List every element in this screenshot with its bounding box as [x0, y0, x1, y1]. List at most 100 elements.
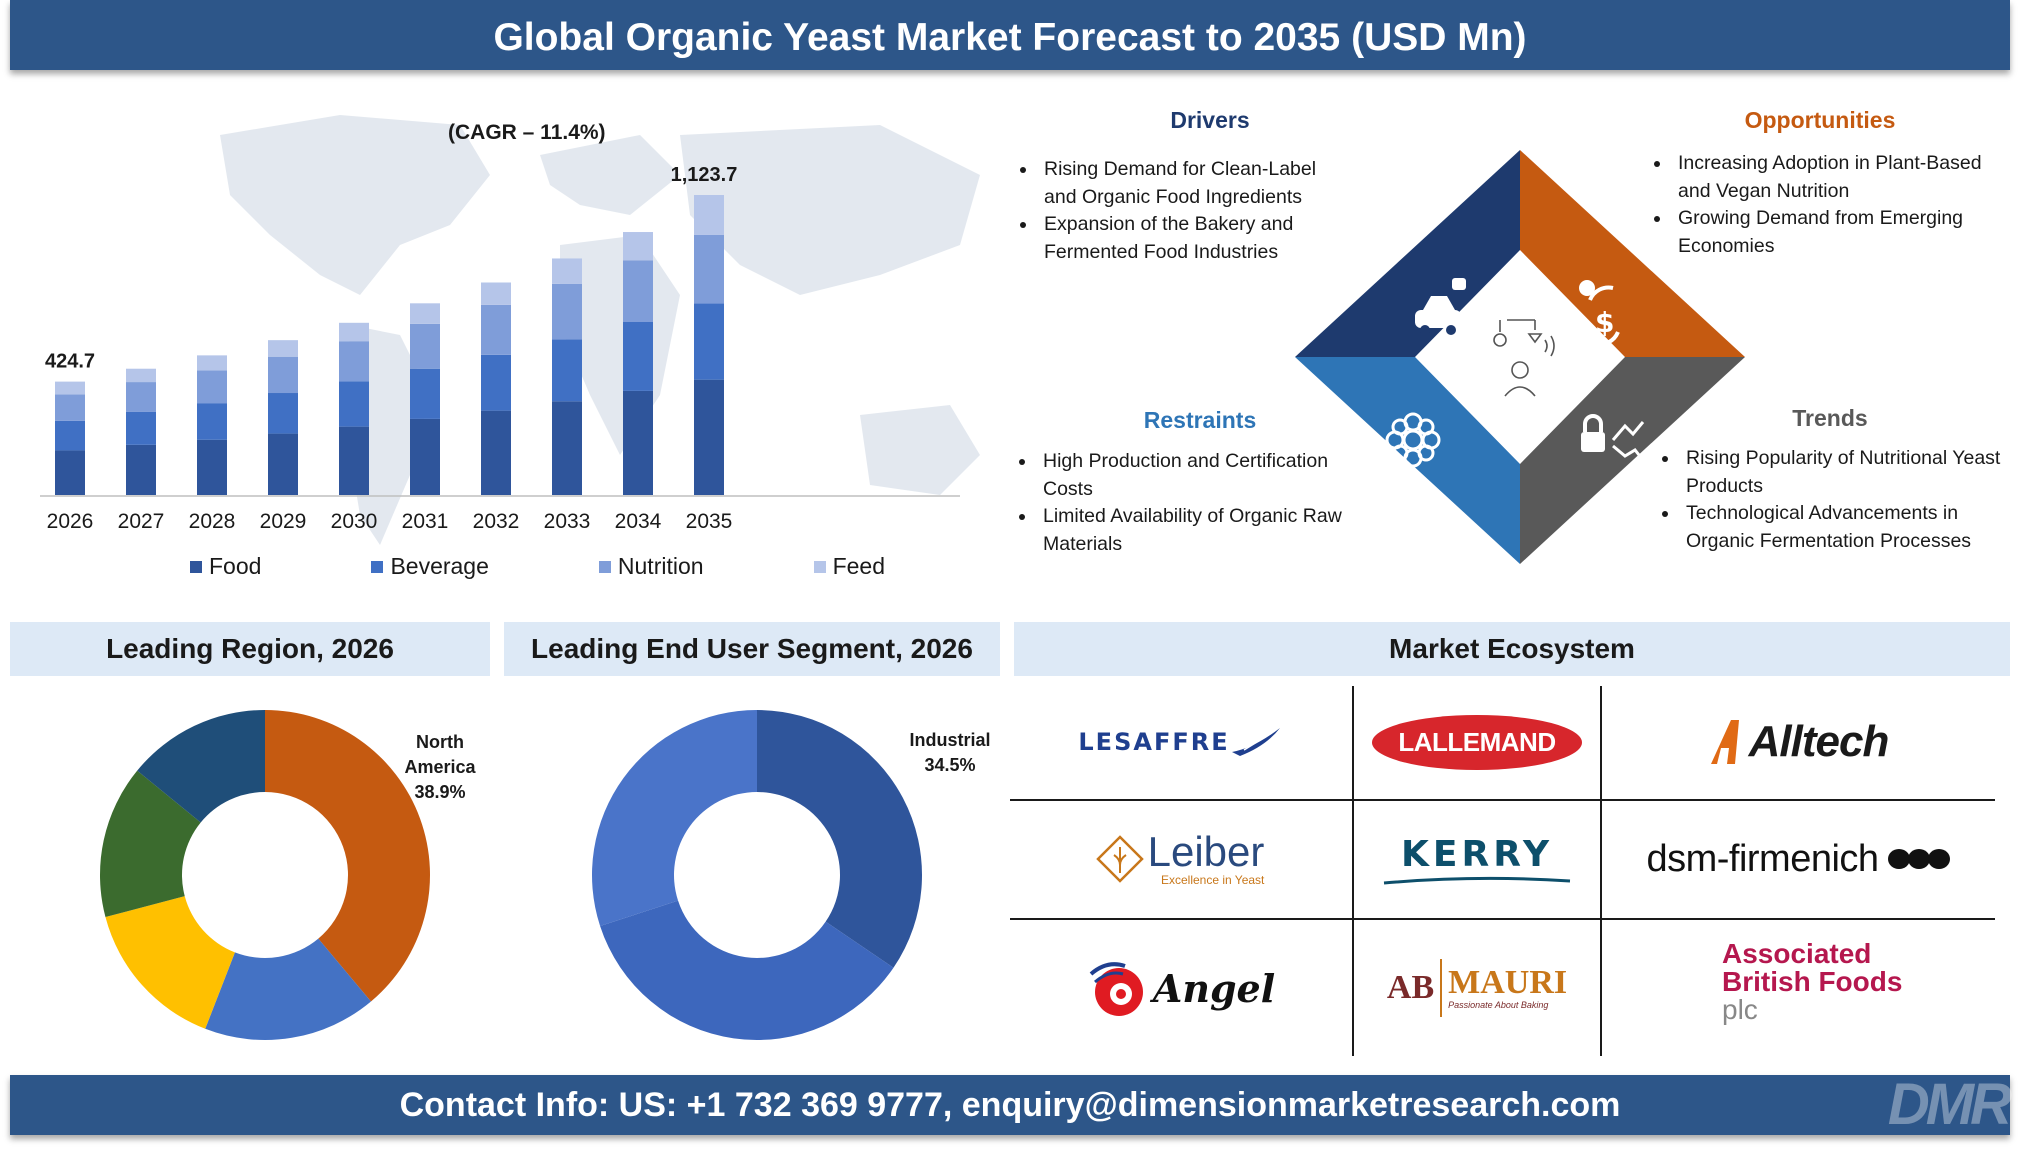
legend-swatch — [813, 560, 826, 573]
slice-value: 34.5% — [924, 755, 976, 775]
ab-text: AB — [1386, 969, 1435, 1006]
donut-slice — [600, 900, 894, 1040]
slice-name: North America — [404, 732, 476, 777]
bar-segment-food — [339, 426, 369, 495]
bar-data-label: 1,123.7 — [671, 164, 738, 186]
chart-legend: Food Beverage Nutrition Feed — [190, 553, 950, 580]
market-ecosystem-header: Market Ecosystem — [1014, 622, 2010, 676]
bar-segment-feed — [552, 258, 582, 284]
bar-segment-nutrition — [55, 394, 85, 421]
center-diamond — [1415, 250, 1625, 464]
donut-slice — [105, 896, 235, 1029]
bar-segment-beverage — [197, 403, 227, 440]
restraints-quadrant — [1295, 357, 1520, 564]
bar-segment-food — [694, 379, 724, 495]
leiber-logo: Leiber Excellence in Yeast — [1010, 801, 1350, 917]
donut-slice — [137, 710, 265, 823]
bar-segment-beverage — [481, 354, 511, 411]
bar-segment-food — [55, 450, 85, 495]
trends-title: Trends — [1792, 405, 1868, 431]
donut-slice — [205, 938, 371, 1040]
lesaffre-logo: LESAFFRE — [1010, 686, 1350, 798]
legend-label: Feed — [832, 553, 885, 579]
cagr-annotation: (CAGR – 11.4%) — [448, 121, 606, 144]
legend-feed: Feed — [813, 553, 885, 580]
leiber-tagline: Excellence in Yeast — [1160, 873, 1265, 887]
bar-segment-food — [481, 410, 511, 495]
opportunities-title: Opportunities — [1744, 107, 1896, 133]
dmr-logo: DMR — [1887, 1072, 2012, 1137]
x-tick-label: 2026 — [47, 510, 94, 533]
person-idea-icon — [1493, 319, 1555, 397]
bar-segment-nutrition — [268, 356, 298, 394]
legend-swatch — [371, 560, 384, 573]
legend-label: Nutrition — [617, 553, 704, 579]
bar-segment-nutrition — [623, 260, 653, 323]
slice-value: 38.9% — [414, 782, 466, 802]
x-tick-label: 2029 — [260, 510, 307, 533]
drivers-title: Drivers — [1170, 107, 1250, 133]
car-icon — [1415, 278, 1466, 335]
grid-line-vertical — [1352, 686, 1354, 1056]
bar-segment-nutrition — [481, 304, 511, 355]
list-item: Rising Demand for Clean-Label and Organi… — [1038, 156, 1338, 211]
bar-segment-nutrition — [694, 234, 724, 304]
ab-mauri-logo: AB MAURI Passionate About Baking — [1354, 920, 1600, 1056]
restraints-title: Restraints — [1143, 407, 1257, 433]
dsm-text: dsm-firmenich — [1646, 837, 1879, 880]
angel-swirl-icon — [1089, 962, 1143, 1016]
bar-segment-feed — [481, 282, 511, 305]
mauri-wordmark: MAURI Passionate About Baking — [1448, 966, 1567, 1011]
trends-list: Rising Popularity of Nutritional Yeast P… — [1650, 445, 2020, 555]
x-tick-label: 2033 — [544, 510, 591, 533]
list-item: Expansion of the Bakery and Fermented Fo… — [1038, 211, 1338, 266]
ab-mauri-divider — [1440, 959, 1443, 1017]
donut-slice — [100, 770, 201, 918]
bar-segment-food — [623, 390, 653, 495]
bar-segment-beverage — [339, 381, 369, 427]
grid-line-horizontal — [1010, 799, 1995, 801]
kerry-swoosh — [1383, 876, 1571, 884]
grid-line-vertical — [1600, 686, 1602, 1056]
dsm-firmenich-logo: dsm-firmenich — [1602, 801, 1995, 917]
bar-segment-food — [552, 401, 582, 495]
list-item: High Production and Certification Costs — [1037, 448, 1367, 503]
bar-segment-beverage — [623, 322, 653, 391]
abf-line3: plc — [1722, 994, 1758, 1025]
dsm-dots-icon — [1887, 849, 1950, 869]
bar-segment-nutrition — [126, 382, 156, 412]
bar-segment-nutrition — [410, 323, 440, 369]
bar-segment-nutrition — [197, 370, 227, 404]
bar-data-label: 424.7 — [45, 351, 95, 373]
bar-segment-feed — [410, 303, 440, 324]
market-forecast-chart: 2026 2027 2028 2029 2030 2031 2032 2033 2034 2035… — [30, 95, 1000, 595]
donut-slice-industrial — [757, 710, 922, 968]
bar-segment-feed — [339, 322, 369, 342]
market-dynamics-panel: $ Drivers Rising Demand f — [1010, 90, 2010, 590]
bar-segment-beverage — [694, 303, 724, 380]
bar-segment-feed — [126, 368, 156, 383]
contact-info: Contact Info: US: +1 732 369 9777, enqui… — [399, 1086, 1621, 1124]
donut-slice-north-america — [265, 710, 430, 1002]
gear-icon — [1385, 412, 1441, 468]
abf-logo: Associated British Foods plc — [1722, 940, 1982, 1024]
leading-end-user-donut — [592, 710, 922, 1040]
bar-segment-food — [197, 439, 227, 495]
bar-segment-feed — [55, 381, 85, 395]
x-tick-label: 2035 — [686, 510, 733, 533]
drivers-quadrant — [1295, 150, 1520, 357]
restraints-list: High Production and Certification Costs … — [1007, 448, 1367, 558]
list-item: Limited Availability of Organic Raw Mate… — [1037, 503, 1367, 558]
north-america-label: North America 38.9% — [395, 730, 485, 805]
kerry-logo: KERRY — [1354, 801, 1600, 917]
bar-segment-beverage — [410, 368, 440, 419]
leiber-wordmark: Leiber Excellence in Yeast — [1148, 831, 1265, 888]
lock-trend-icon — [1581, 414, 1645, 461]
legend-beverage: Beverage — [371, 553, 489, 580]
bar-segment-beverage — [552, 339, 582, 402]
opportunities-list: Increasing Adoption in Plant-Based and V… — [1642, 150, 2002, 260]
bar-segment-food — [410, 418, 440, 495]
money-cycle-icon: $ — [1579, 280, 1620, 347]
legend-swatch — [598, 560, 611, 573]
bar-segment-feed — [268, 340, 298, 357]
